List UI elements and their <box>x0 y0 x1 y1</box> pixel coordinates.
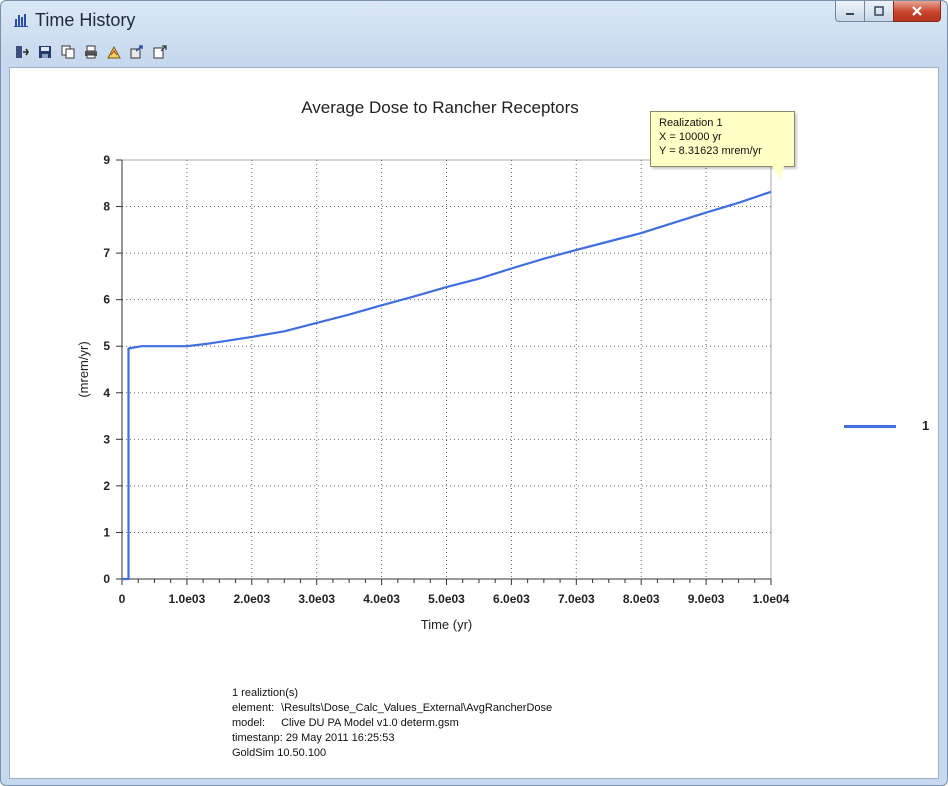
info-element-value: \Results\Dose_Calc_Values_External\AvgRa… <box>281 702 553 714</box>
x-tick-label-9: 9.0e03 <box>688 592 725 606</box>
toolbar <box>9 39 939 65</box>
y-tick-label-6: 6 <box>103 293 110 307</box>
title-bar[interactable]: Time History <box>1 1 947 39</box>
x-tick-label-3: 3.0e03 <box>298 592 335 606</box>
maximize-button[interactable] <box>864 1 894 22</box>
tooltip-realization: Realization 1 <box>659 117 723 129</box>
info-timestamp-value: 29 May 2011 16:25:53 <box>285 732 395 744</box>
print-icon[interactable] <box>84 45 98 59</box>
chart-title: Average Dose to Rancher Receptors <box>301 98 579 117</box>
info-timestamp-row: timestanp: 29 May 2011 16:25:53 <box>232 731 552 746</box>
x-tick-label-6: 6.0e03 <box>493 592 530 606</box>
y-tick-label-7: 7 <box>103 246 110 260</box>
tooltip-x-value: X = 10000 yr <box>659 131 722 143</box>
export-icon[interactable] <box>130 45 144 59</box>
info-element-key: element: <box>232 702 275 714</box>
y-tick-label-2: 2 <box>103 479 110 493</box>
y-tick-label-8: 8 <box>103 200 110 214</box>
legend-label: 1 <box>922 418 930 433</box>
y-tick-label-0: 0 <box>103 572 110 586</box>
y-tick-label-3: 3 <box>103 432 110 446</box>
info-element-row: element: \Results\Dose_Calc_Values_Exter… <box>232 701 552 716</box>
info-version: GoldSim 10.50.100 <box>232 747 327 759</box>
save-icon[interactable] <box>38 45 52 59</box>
time-history-chart[interactable]: 0 1.0e03 2.0e03 3.0e03 4.0e03 5.0e03 6.0e03 7.0… <box>10 68 938 778</box>
copy-icon[interactable] <box>61 45 75 59</box>
run-info: 1 realiztion(s) element: \Results\Dose_C… <box>232 686 552 761</box>
x-tick-label-8: 8.0e03 <box>623 592 660 606</box>
legend[interactable]: 1 <box>844 416 934 436</box>
info-model-key: model: <box>232 717 266 729</box>
minimize-icon <box>846 13 854 15</box>
x-axis-label: Time (yr) <box>421 617 473 632</box>
close-button[interactable] <box>893 1 941 22</box>
close-icon <box>912 6 922 16</box>
x-tick-label-0: 0 <box>119 592 126 606</box>
import-icon[interactable] <box>15 45 29 59</box>
y-tick-label-1: 1 <box>103 525 110 539</box>
series-line-1 <box>122 190 772 581</box>
data-tooltip: Realization 1 X = 10000 yr Y = 8.31623 m… <box>650 111 795 167</box>
tooltip-pointer <box>772 166 784 180</box>
x-tick-label-10: 1.0e04 <box>753 592 790 606</box>
chart-properties-icon[interactable] <box>107 45 121 59</box>
x-tick-label-4: 4.0e03 <box>363 592 400 606</box>
info-model-value: Clive DU PA Model v1.0 determ.gsm <box>281 717 459 729</box>
y-tick-label-4: 4 <box>103 386 110 400</box>
x-tick-label-5: 5.0e03 <box>428 592 465 606</box>
y-tick-label-5: 5 <box>103 339 110 353</box>
y-axis-label: (mrem/yr) <box>76 341 91 397</box>
maximize-icon <box>874 6 884 16</box>
x-tick-label-7: 7.0e03 <box>558 592 595 606</box>
window-title: Time History <box>35 10 136 30</box>
info-timestamp-key: timestanp: <box>232 732 283 744</box>
minimize-button[interactable] <box>835 1 865 22</box>
chart-area: Average Dose to Rancher Receptors 0 1.0e0… <box>9 67 939 779</box>
x-tick-label-2: 2.0e03 <box>233 592 270 606</box>
external-window-icon[interactable] <box>153 45 167 59</box>
bar-chart-icon <box>14 14 28 27</box>
window-controls <box>835 1 941 23</box>
info-realizations: 1 realiztion(s) <box>232 687 299 699</box>
legend-line-swatch <box>844 425 896 428</box>
x-tick-label-1: 1.0e03 <box>169 592 206 606</box>
info-model-row: model: Clive DU PA Model v1.0 determ.gsm <box>232 716 552 731</box>
y-tick-label-9: 9 <box>103 153 110 167</box>
tooltip-y-value: Y = 8.31623 mrem/yr <box>659 145 762 157</box>
